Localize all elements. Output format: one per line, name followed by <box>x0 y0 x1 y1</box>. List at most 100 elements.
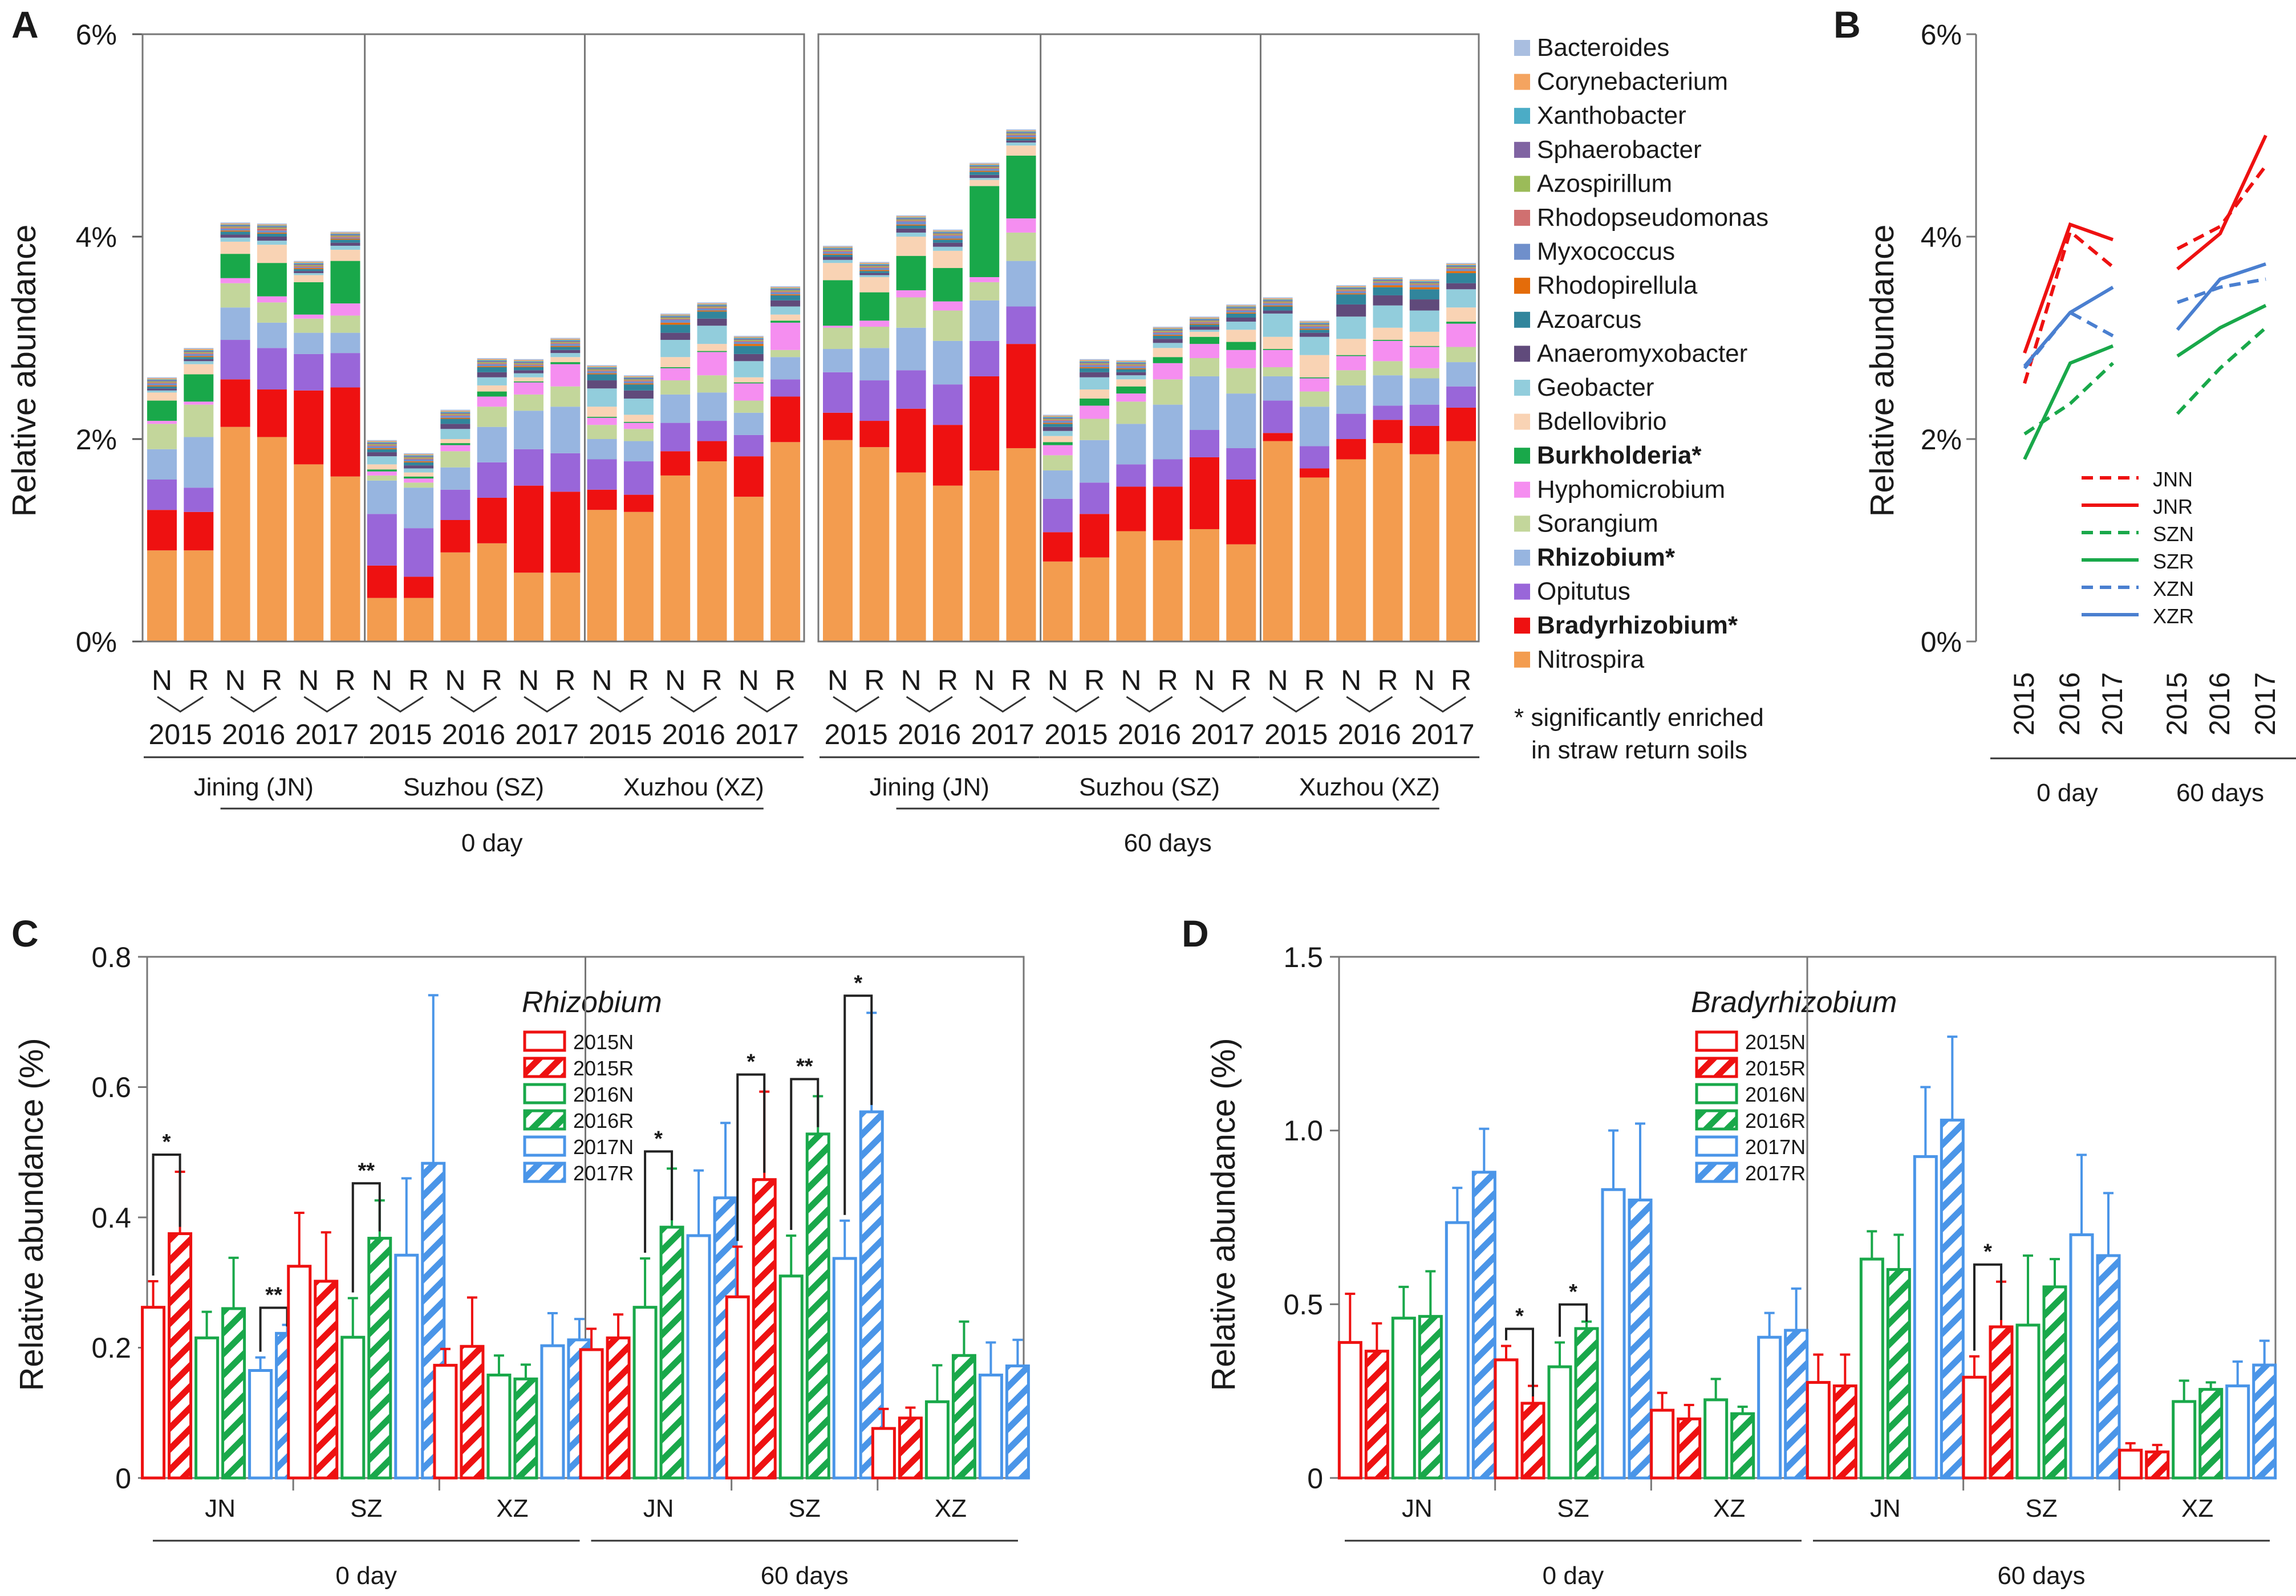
legend-label: Rhodopirellula <box>1537 271 1698 299</box>
bar-segment-rhodopirellula <box>1116 368 1146 369</box>
significance-bracket <box>843 994 873 1215</box>
bar-segment-bradyrhizobium <box>1080 514 1110 558</box>
stacked-bar-0-day-XZ-2016R <box>697 302 727 641</box>
line-JNR-day0 <box>2023 222 2114 354</box>
bar-segment-opitutus <box>660 423 691 452</box>
bar-segment-bradyrhizobium <box>367 565 397 598</box>
bar-segment-geobacter <box>1153 343 1183 348</box>
panel-a-year-label: 2015 <box>149 718 212 750</box>
line-XZR-day60 <box>2176 262 2266 331</box>
significance-label: * <box>1569 1280 1577 1304</box>
bar-segment-rhizobium <box>1116 424 1146 465</box>
bar-60-days-SZ-2017N <box>2069 1233 2094 1480</box>
bar-segment-anaeromyxobacter <box>367 452 397 457</box>
bar-0-day-JN-2015N <box>141 1306 166 1480</box>
stacked-bar-60-days-JN-2015R <box>859 262 890 641</box>
bar-segment-sorangium <box>932 310 963 341</box>
panel-d-ytick-2: 1.0 <box>1283 1115 1323 1147</box>
panel-a-year-label: 2016 <box>1118 718 1181 750</box>
bar-segment-rhodopseudomonas <box>1226 309 1256 311</box>
bar-segment-burkholderia <box>367 469 397 472</box>
bar-0-day-JN-2015N <box>1337 1341 1362 1480</box>
bar-segment-nitrospira <box>859 447 890 641</box>
bar-segment-bdellovibrio <box>1263 336 1293 350</box>
panel-c: C Relative abundance (%) 0 0.2 0.4 0.6 0… <box>11 912 1030 1590</box>
bar-segment-burkholderia <box>1299 377 1329 379</box>
bar-segment-hyphomicrobium <box>404 478 434 483</box>
panel-a-treat-label: N <box>1268 664 1288 696</box>
bar-segment-hyphomicrobium <box>477 396 507 407</box>
bar-segment-xanthobacter <box>859 263 890 265</box>
panel-a-year-label: 2015 <box>589 718 652 750</box>
bar-0-day-XZ-2016N <box>486 1373 512 1480</box>
bar-segment-opitutus <box>1153 459 1183 487</box>
stacked-bar-60-days-SZ-2016N <box>1116 360 1146 641</box>
bar-segment-sphaerobacter <box>404 456 434 457</box>
panel-a-treat-label: R <box>408 664 429 696</box>
bar-segment-bacteroides <box>1080 359 1110 360</box>
bar-segment-nitrospira <box>823 440 853 641</box>
bar-segment-nitrospira <box>294 464 324 641</box>
stacked-bar-60-days-JN-2017R <box>1006 129 1036 641</box>
bar-segment-anaeromyxobacter <box>932 242 963 247</box>
bar-segment-burkholderia <box>660 367 691 368</box>
bar-segment-rhodopseudomonas <box>733 340 764 342</box>
legend-label-2015N: 2015N <box>1745 1030 1806 1054</box>
bar-segment-bradyrhizobium <box>1006 344 1036 448</box>
bar-segment-rhodopseudomonas <box>697 307 727 309</box>
panel-b-label: B <box>1833 3 1861 46</box>
bar-segment-burkholderia <box>1263 349 1293 350</box>
bar-segment-myxococcus <box>294 267 324 269</box>
bar-segment-rhodopirellula <box>257 232 287 234</box>
bar-segment-bradyrhizobium <box>1226 480 1256 545</box>
bar-segment-bacteroides <box>367 440 397 441</box>
panel-a-pair-bracket <box>1346 696 1393 713</box>
bar-segment-sphaerobacter <box>1446 266 1476 267</box>
panel-a-bars <box>147 129 1476 641</box>
bar-segment-corynebacterium <box>1336 286 1366 287</box>
bar-segment-bradyrhizobium <box>1373 420 1403 444</box>
bar-segment-sphaerobacter <box>623 378 654 380</box>
significance-bracket <box>152 1154 181 1276</box>
significance-label: ** <box>265 1284 282 1307</box>
bar-segment-xanthobacter <box>932 232 963 233</box>
bar-segment-bacteroides <box>440 409 470 411</box>
panel-a-treat-label: R <box>262 664 282 696</box>
line-SZN-day60 <box>2176 326 2267 415</box>
bar-segment-sorangium <box>1080 419 1110 440</box>
bar-segment-anaeromyxobacter <box>1409 299 1439 311</box>
bar-segment-opitutus <box>733 434 764 457</box>
panel-a-tick-marks <box>132 33 143 643</box>
bar-segment-opitutus <box>1336 413 1366 439</box>
panel-a-ytick-0: 0% <box>76 626 117 658</box>
bar-segment-anaeromyxobacter <box>1042 427 1073 431</box>
bar-segment-bacteroides <box>220 222 250 224</box>
bar-segment-bradyrhizobium <box>220 379 250 427</box>
bar-segment-hyphomicrobium <box>440 445 470 452</box>
bar-segment-rhodopirellula <box>1006 137 1036 139</box>
bar-segment-burkholderia <box>1153 357 1183 363</box>
legend-swatch-2015N <box>523 1030 566 1052</box>
legend-swatch-2016R <box>523 1109 566 1131</box>
bar-segment-bacteroides <box>733 335 764 337</box>
bar-segment-xanthobacter <box>294 263 324 264</box>
bar-segment-azoarcus <box>859 271 890 273</box>
bar-0-day-XZ-2017N <box>540 1344 565 1480</box>
legend-label-XZN: XZN <box>2153 577 2194 600</box>
bar-segment-rhodopirellula <box>823 254 853 255</box>
bar-segment-bradyrhizobium <box>184 511 214 551</box>
bar-60-days-SZ-2015R <box>1989 1325 2014 1480</box>
bar-segment-burkholderia <box>859 292 890 321</box>
bar-segment-sorangium <box>1190 358 1219 376</box>
bar-segment-hyphomicrobium <box>660 368 691 381</box>
significance-label: * <box>854 971 862 995</box>
bar-segment-rhodopseudomonas <box>623 380 654 381</box>
bar-segment-anaeromyxobacter <box>823 257 853 260</box>
bar-segment-azoarcus <box>220 232 250 235</box>
legend-label-2016N: 2016N <box>573 1083 634 1106</box>
bar-segment-geobacter <box>660 340 691 358</box>
bar-segment-azoarcus <box>550 347 581 350</box>
bar-segment-sorangium <box>1336 370 1366 385</box>
bar-segment-bacteroides <box>1373 277 1403 278</box>
